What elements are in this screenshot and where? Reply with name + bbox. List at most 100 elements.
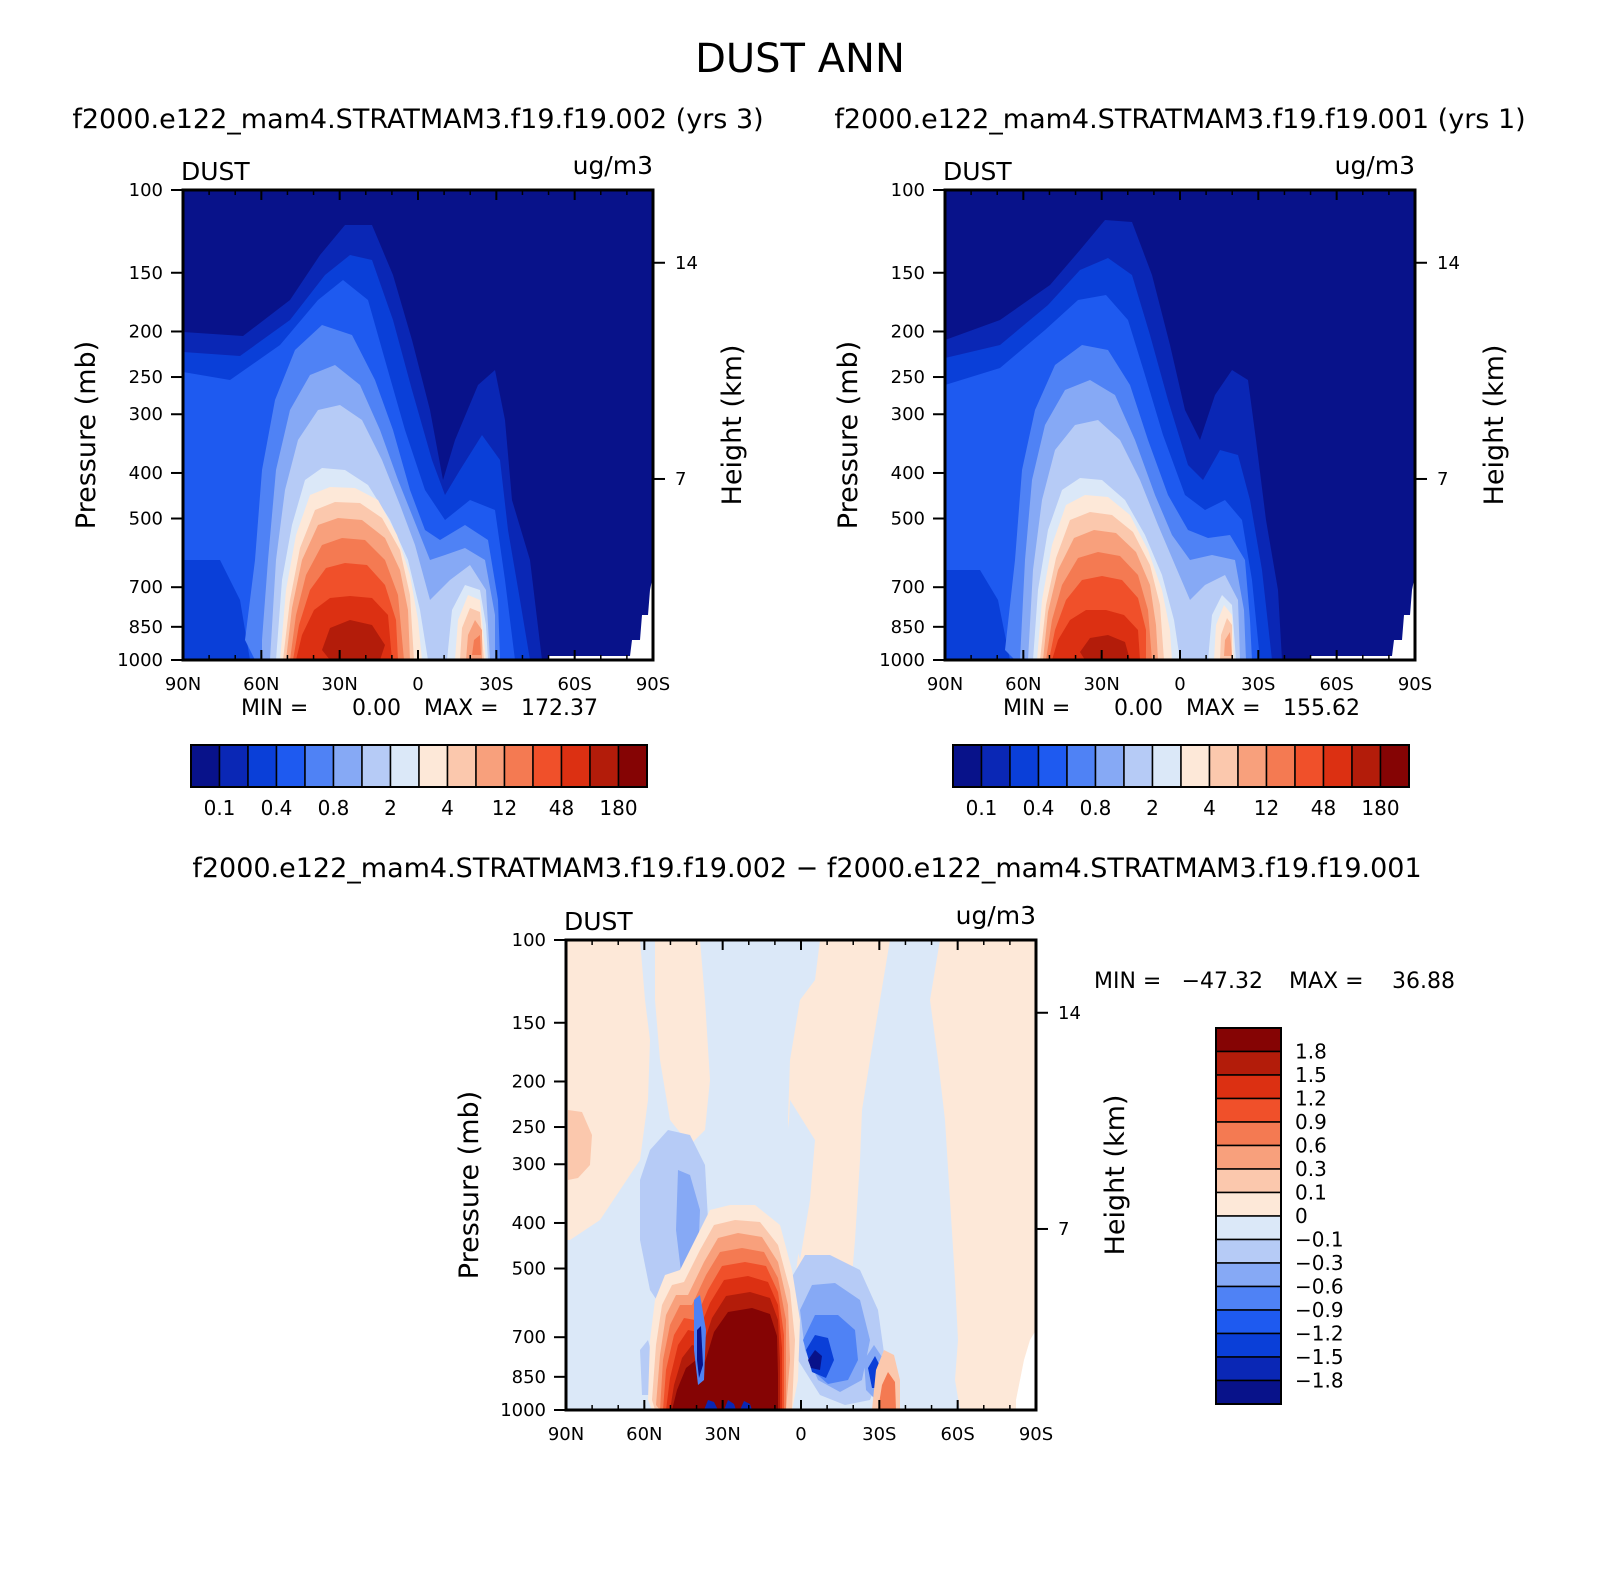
panel-difference-ytick-label: 700	[512, 1327, 546, 1348]
max-value: 155.62	[1283, 696, 1360, 721]
panel-control-ytick-label: 150	[129, 263, 163, 284]
panel-test-xtick-label: 60N	[1005, 674, 1041, 695]
panel-test-fill	[945, 190, 1415, 660]
colorbar-swatch	[1215, 1144, 1282, 1170]
panel-control-xtick-label: 90S	[636, 674, 670, 695]
min-value: 0.00	[1114, 696, 1163, 721]
panel-control: 90N 60N 30N 0 30S 60S 90S 100 150 200 250 300 400 500…	[71, 151, 748, 695]
colorbar-swatch	[952, 744, 983, 788]
panel-difference-y2tick-label: 14	[1058, 1003, 1081, 1024]
panel-control-ytick-label: 500	[129, 509, 163, 530]
colorbar-swatch	[1215, 1285, 1282, 1311]
colorbar-swatch	[1215, 1309, 1282, 1335]
min-label: MIN =	[241, 696, 308, 721]
colorbar-label: 1.2	[1295, 1087, 1327, 1111]
colorbar-swatch	[1037, 744, 1068, 788]
panel-test-xtick-label: 0	[1174, 674, 1185, 695]
colorbar-label: 4	[441, 796, 454, 820]
colorbar-swatch	[1237, 744, 1268, 788]
panel-test-ytick-label: 100	[891, 180, 925, 201]
colorbar-label: 180	[599, 796, 637, 820]
panel-control-ytick-label: 100	[129, 180, 163, 201]
colorbar-swatch	[1351, 744, 1382, 788]
colorbar-label: −1.5	[1295, 1345, 1344, 1369]
colorbar-swatch	[1215, 1356, 1282, 1382]
panel-difference: 90N 60N 30N 0 30S 60S 90S 100 150 200 250 300 400 500…	[454, 901, 1131, 1445]
colorbar-swatch	[1215, 1238, 1282, 1264]
colorbar-label: 1.8	[1295, 1040, 1327, 1064]
colorbar-swatch	[1215, 1191, 1282, 1217]
panel-test-axes: 90N 60N 30N 0 30S 60S 90S 100 150 200 250 300 400 500…	[833, 151, 1510, 695]
panel-control-xtick-label: 30S	[479, 674, 513, 695]
colorbar-swatch	[218, 744, 249, 788]
colorbar-swatch	[1215, 1050, 1282, 1076]
panel-control-variable-label: DUST	[181, 157, 250, 186]
panel-difference-xtick-label: 90N	[548, 1424, 584, 1445]
panel-difference-ytick-label: 300	[512, 1154, 546, 1175]
panel-control-ytick-label: 850	[129, 617, 163, 638]
panel-difference-ytick-label: 200	[512, 1071, 546, 1092]
max-label: MAX =	[1289, 969, 1364, 994]
colorbar-label: 0.1	[204, 796, 236, 820]
colorbar-swatch	[1215, 1027, 1282, 1053]
colorbar-swatch	[560, 744, 591, 788]
colorbar-swatch	[1265, 744, 1296, 788]
colorbar-swatch	[332, 744, 363, 788]
colorbar-label: −1.2	[1295, 1322, 1344, 1346]
panel-test-y2tick-label: 14	[1437, 253, 1460, 274]
panel-test-ytick-label: 200	[891, 321, 925, 342]
panel-test-ytick-label: 500	[891, 509, 925, 530]
panel-control-xtick-label: 90N	[165, 674, 201, 695]
min-label: MIN =	[1003, 696, 1070, 721]
colorbar-frame	[952, 744, 1410, 788]
panel-test-units-label: ug/m3	[1335, 151, 1415, 180]
panel-difference-ytick-label: 500	[512, 1259, 546, 1280]
panel-difference-xtick-label: 0	[795, 1424, 806, 1445]
panel-difference-ytick-label: 400	[512, 1213, 546, 1234]
colorbar-label: 0.1	[1295, 1181, 1327, 1205]
colorbar-frame	[190, 744, 648, 788]
panel-test-ytick-label: 400	[891, 463, 925, 484]
panel2-title: f2000.e122_mam4.STRATMAM3.f19.f19.001 (y…	[834, 104, 1525, 135]
panel-difference-xtick-label: 60S	[940, 1424, 974, 1445]
panel-control-y2label: Height (km)	[717, 345, 748, 506]
colorbar-swatch	[475, 744, 506, 788]
panel-control-axes: 90N 60N 30N 0 30S 60S 90S 100 150 200 250 300 400 500…	[71, 151, 748, 695]
panel-test-xtick-label: 90N	[927, 674, 963, 695]
colorbar-swatch	[1215, 1097, 1282, 1123]
colorbar-swatch	[980, 744, 1011, 788]
max-label: MAX =	[1186, 696, 1261, 721]
panel-test-ytick-label: 250	[891, 367, 925, 388]
colorbar-label: −0.9	[1295, 1298, 1344, 1322]
panel-test-xtick-label: 30S	[1241, 674, 1275, 695]
panel-test-xtick-label: 90S	[1398, 674, 1432, 695]
panel1-title: f2000.e122_mam4.STRATMAM3.f19.f19.002 (y…	[72, 104, 763, 135]
colorbar-swatch	[1215, 1379, 1282, 1405]
colorbar-swatch	[1123, 744, 1154, 788]
colorbar-swatch	[446, 744, 477, 788]
colorbar-label: 2	[1146, 796, 1159, 820]
panel-difference-ytick-label: 850	[512, 1367, 546, 1388]
colorbar-label: 2	[384, 796, 397, 820]
colorbar-label: 180	[1361, 796, 1399, 820]
panel-test-ylabel: Pressure (mb)	[833, 341, 864, 529]
panel-test-xtick-label: 30N	[1083, 674, 1119, 695]
colorbar-label: −1.8	[1295, 1369, 1344, 1393]
colorbar-swatch	[389, 744, 420, 788]
colorbar-swatch	[418, 744, 449, 788]
colorbar-label: −0.1	[1295, 1228, 1344, 1252]
panel-difference-xtick-label: 90S	[1019, 1424, 1053, 1445]
colorbar-swatch	[532, 744, 563, 788]
colorbar-swatch	[1208, 744, 1239, 788]
panel-test-variable-label: DUST	[943, 157, 1012, 186]
colorbar-label: −0.6	[1295, 1275, 1344, 1299]
panel-difference-xtick-label: 60N	[626, 1424, 662, 1445]
panel-difference-axes: 90N 60N 30N 0 30S 60S 90S 100 150 200 250 300 400 500…	[454, 901, 1131, 1445]
panel-difference-y2label: Height (km)	[1100, 1095, 1131, 1256]
colorbar-swatch	[190, 744, 221, 788]
min-value: 0.00	[352, 696, 401, 721]
diff-title: f2000.e122_mam4.STRATMAM3.f19.f19.002 − …	[192, 853, 1421, 884]
panel-difference-ytick-label: 1000	[500, 1400, 546, 1421]
colorbar-label: 48	[1311, 796, 1336, 820]
